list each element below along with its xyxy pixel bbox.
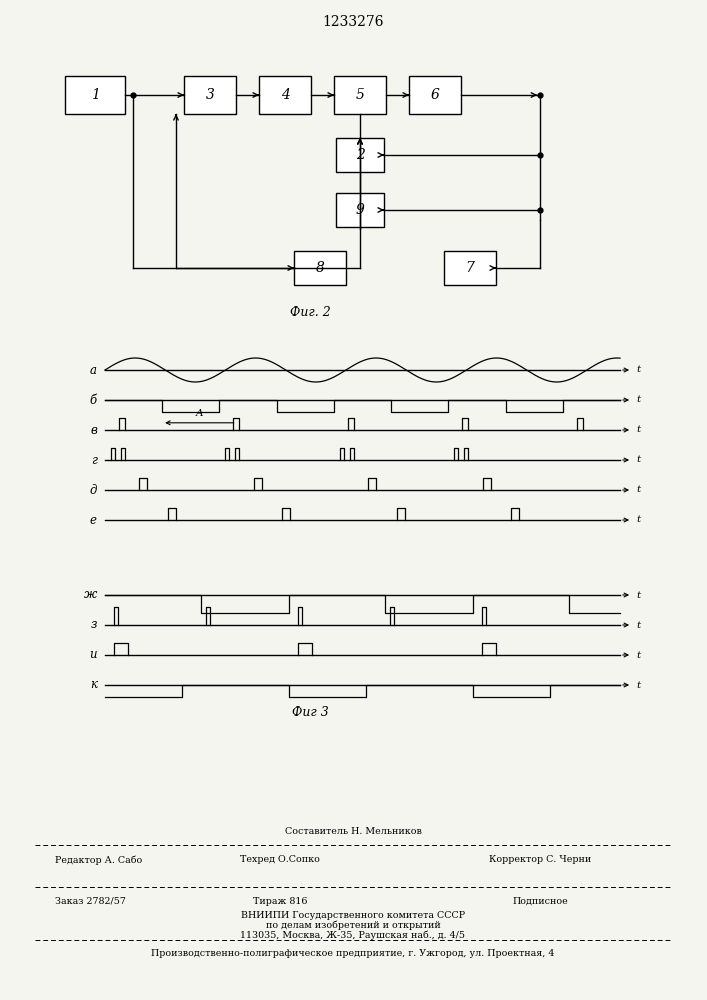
Text: 1233276: 1233276 [322, 15, 384, 29]
Text: е: е [90, 514, 97, 526]
Text: t: t [636, 456, 640, 464]
Text: Корректор С. Черни: Корректор С. Черни [489, 856, 591, 864]
Text: Фиг. 2: Фиг. 2 [290, 306, 330, 318]
Text: A: A [196, 409, 203, 418]
Text: 7: 7 [466, 261, 474, 275]
Text: t: t [636, 620, 640, 630]
Text: 113035, Москва, Ж-35, Раушская наб., д. 4/5: 113035, Москва, Ж-35, Раушская наб., д. … [240, 930, 465, 940]
Text: в: в [90, 424, 97, 436]
Text: 9: 9 [356, 203, 364, 217]
Text: Производственно-полиграфическое предприятие, г. Ужгород, ул. Проектная, 4: Производственно-полиграфическое предприя… [151, 948, 555, 958]
Bar [334, 76, 386, 114]
Text: 2: 2 [356, 148, 364, 162]
Text: б: б [90, 393, 97, 406]
Text: t: t [636, 680, 640, 690]
Bar [444, 251, 496, 285]
Text: Редактор А. Сабо: Редактор А. Сабо [55, 855, 142, 865]
Bar [409, 76, 461, 114]
Bar [65, 76, 125, 114]
Text: t: t [636, 650, 640, 660]
Bar [184, 76, 236, 114]
Text: 1: 1 [90, 88, 100, 102]
Text: г: г [91, 454, 97, 466]
Text: t: t [636, 395, 640, 404]
Text: 5: 5 [356, 88, 364, 102]
Text: з: з [90, 618, 97, 632]
Text: t: t [636, 590, 640, 599]
Text: Фиг 3: Фиг 3 [291, 706, 328, 718]
Text: и: и [89, 648, 97, 662]
Text: 6: 6 [431, 88, 440, 102]
Text: Подписное: Подписное [512, 896, 568, 906]
Bar [294, 251, 346, 285]
Text: t: t [636, 426, 640, 434]
Text: a: a [90, 363, 97, 376]
Text: ВНИИПИ Государственного комитета СССР: ВНИИПИ Государственного комитета СССР [241, 910, 465, 920]
Text: ж: ж [83, 588, 97, 601]
Text: Техред О.Сопко: Техред О.Сопко [240, 856, 320, 864]
Text: 3: 3 [206, 88, 214, 102]
Text: Составитель Н. Мельников: Составитель Н. Мельников [284, 826, 421, 836]
Text: 4: 4 [281, 88, 289, 102]
Text: t: t [636, 365, 640, 374]
Bar [259, 76, 311, 114]
Text: Тираж 816: Тираж 816 [252, 896, 308, 906]
Text: д: д [90, 484, 97, 496]
Text: Заказ 2782/57: Заказ 2782/57 [55, 896, 126, 906]
Bar [336, 138, 384, 172]
Text: 8: 8 [315, 261, 325, 275]
Text: t: t [636, 486, 640, 494]
Text: по делам изобретений и открытий: по делам изобретений и открытий [266, 920, 440, 930]
Bar [336, 193, 384, 227]
Text: t: t [636, 516, 640, 524]
Text: к: к [90, 678, 97, 692]
